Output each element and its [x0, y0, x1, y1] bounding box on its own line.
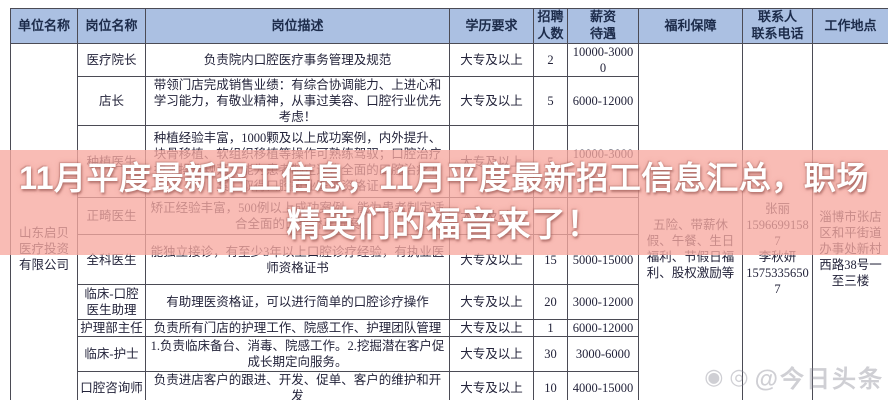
description-cell: 负责进店客户的跟进、开发、促单、客户的维护和开发 — [145, 371, 450, 400]
position-cell: 临床-口腔医生助理 — [77, 284, 146, 320]
salary-cell: 3000-12000 — [567, 284, 639, 320]
column-header-3: 学历要求 — [449, 8, 534, 44]
education-cell: 大专及以上 — [449, 197, 534, 235]
location-cell: 淄博市张店区和平街道办事处新村西路38号一至三楼 — [812, 43, 888, 400]
position-cell: 店长 — [77, 76, 146, 126]
column-header-5: 薪资 待遇 — [567, 8, 639, 44]
column-header-4: 招聘 人数 — [533, 8, 568, 44]
description-cell: 1.负责临床备台、消毒、院感工作。2.挖掘潜在客户促成长期定向服务。 — [145, 336, 450, 372]
jobs-table: 单位名称 岗位名称 岗位描述 学历要求 招聘 人数 薪资 待遇 福利保障 联系人 联系电话 工作… — [10, 8, 888, 400]
count-cell: 10 — [533, 371, 568, 400]
salary-cell: 10000-30000 — [567, 43, 639, 77]
salary-cell: 6000-12000 — [567, 319, 639, 337]
toutiao-logo-icon: ◉ — [704, 363, 726, 389]
description-cell: 能独立接诊，有至少3年以上口腔诊疗经验，有执业医师资格证书 — [145, 234, 450, 285]
salary-cell: 3000-6000 — [567, 336, 639, 372]
education-cell: 大专及以上 — [449, 371, 534, 400]
education-cell: 大专及以上 — [449, 319, 534, 337]
salary-cell — [567, 197, 639, 235]
description-cell: 负责院内口腔医疗事务管理及规范 — [145, 43, 450, 77]
count-cell: 20 — [533, 284, 568, 320]
position-cell: 全科医生 — [77, 234, 146, 285]
contact-cell: 张丽 15966991587 李秋妍 15753356507 — [742, 43, 813, 400]
position-cell: 种植医生 — [77, 125, 146, 198]
table-row: 山东启贝医疗投资有限公司 医疗院长 负责院内口腔医疗事务管理及规范 大专及以上 2 100… — [10, 43, 888, 400]
description-cell: 矫正经验丰富，500例以上成功案例，能为患者制定适合全面的口腔矫正方案 — [145, 197, 450, 235]
benefits-cell: 五险、带薪休假、午餐、生日福利、节假日福利、股权激励等 — [638, 43, 743, 400]
count-cell: 15 — [533, 234, 568, 285]
watermark: ◉ ◎ @今日头条 — [704, 359, 884, 394]
position-cell: 临床-护士 — [77, 336, 146, 372]
column-header-8: 工作地点 — [812, 8, 888, 44]
camera-circle-icon: ◎ — [729, 363, 751, 389]
column-header-0: 单位名称 — [10, 8, 78, 44]
description-cell: 种植经验丰富，1000颗及以上成功案例，内外提升、块骨移植、软组织移植等操作可熟… — [145, 125, 450, 198]
table-row: 口腔咨询师 负责进店客户的跟进、开发、促单、客户的维护和开发 大专及以上 10 4000… — [11, 371, 888, 400]
position-cell: 口腔咨询师 — [77, 371, 146, 400]
salary-cell: 10000-30000 — [567, 125, 639, 198]
education-cell: 大专及以上 — [449, 336, 534, 372]
count-cell — [533, 197, 568, 235]
position-cell: 医疗院长 — [77, 43, 146, 77]
count-cell: 5 — [533, 125, 568, 198]
description-cell: 带领门店完成销售业绩：有综合协调能力、上进心和学习能力，有敬业精神，从事过美容、… — [145, 76, 450, 126]
education-cell: 大专及以上 — [449, 43, 534, 77]
column-header-2: 岗位描述 — [145, 8, 450, 44]
salary-cell: 4000-15000 — [567, 371, 639, 400]
count-cell: 5 — [533, 76, 568, 126]
count-cell: 1 — [533, 319, 568, 337]
education-cell: 大专及以上 — [449, 234, 534, 285]
company-name-cell: 山东启贝医疗投资有限公司 — [10, 43, 78, 400]
count-cell: 30 — [533, 336, 568, 372]
education-cell: 大专及以上 — [449, 76, 534, 126]
salary-cell: 6000-12000 — [567, 76, 639, 126]
table-header-row: 单位名称 岗位名称 岗位描述 学历要求 招聘 人数 薪资 待遇 福利保障 联系人 联系电话 工作… — [10, 8, 888, 44]
education-cell: 大专及以上 — [449, 125, 534, 198]
column-header-1: 岗位名称 — [77, 8, 146, 44]
salary-cell: 5000-15000 — [567, 234, 639, 285]
watermark-text: @今日头条 — [754, 366, 884, 393]
position-cell: 护理部主任 — [77, 319, 146, 337]
description-cell: 负责所有门店的护理工作、院感工作、护理团队管理 — [145, 319, 450, 337]
education-cell: 大专及以上 — [449, 284, 534, 320]
table-row: 店长 带领门店完成销售业绩：有综合协调能力、上进心和学习能力，有敬业精神，从事过美… — [11, 76, 888, 126]
table-row: 临床-口腔医生助理 有助理医资格证，可以进行简单的口腔诊疗操作 大专及以上 20 300… — [11, 284, 888, 320]
description-cell: 有助理医资格证，可以进行简单的口腔诊疗操作 — [145, 284, 450, 320]
count-cell: 2 — [533, 43, 568, 77]
position-cell: 正畸医生 — [77, 197, 146, 235]
column-header-6: 福利保障 — [638, 8, 743, 44]
column-header-7: 联系人 联系电话 — [742, 8, 813, 44]
